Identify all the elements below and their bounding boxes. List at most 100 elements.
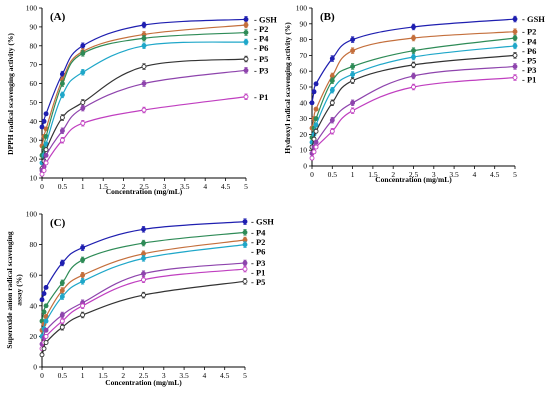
x-tick-label: 5 xyxy=(513,170,517,179)
y-tick-label: 80 xyxy=(30,240,38,249)
data-point xyxy=(243,16,249,22)
x-tick-label: 4.5 xyxy=(490,170,500,179)
y-axis-title: DPPH radical scavenging activity (%) xyxy=(6,33,15,155)
data-point xyxy=(43,111,49,117)
series-label: - P4 xyxy=(254,34,269,44)
data-point xyxy=(41,118,47,124)
y-tick-label: 20 xyxy=(30,155,38,164)
series-label: - P4 xyxy=(522,36,537,46)
panel-label: (A) xyxy=(50,11,66,23)
y-tick-label: 100 xyxy=(296,4,308,13)
x-tick-label: 2.5 xyxy=(139,371,149,380)
data-point xyxy=(411,54,416,60)
data-point xyxy=(313,81,319,87)
data-point xyxy=(59,92,65,98)
data-point xyxy=(329,56,335,62)
y-tick-label: 80 xyxy=(300,35,308,44)
x-tick-label: 1.5 xyxy=(99,182,109,191)
data-point xyxy=(242,260,248,266)
data-point xyxy=(512,16,518,22)
data-point xyxy=(242,242,248,248)
series-label: - P3 xyxy=(522,65,536,75)
series-p5: - P5 xyxy=(309,52,536,150)
x-axis-title: Concentration (mg/mL) xyxy=(106,187,183,196)
data-point xyxy=(243,67,249,73)
data-point xyxy=(411,48,416,54)
data-point xyxy=(512,29,518,35)
series-p3: - P3 xyxy=(39,65,268,173)
series-label: - P3 xyxy=(251,258,265,268)
y-tick-label: 30 xyxy=(300,114,308,123)
data-point xyxy=(59,324,65,330)
data-point xyxy=(411,84,416,90)
data-point xyxy=(80,272,86,278)
data-point xyxy=(39,171,45,177)
data-point xyxy=(411,62,416,68)
series-label: - P2 xyxy=(251,237,265,247)
y-tick-label: 0 xyxy=(33,363,37,372)
y-axis-title: Hydroxyl radical scavenging activity (%) xyxy=(283,22,292,154)
series-p3: - P3 xyxy=(309,63,536,156)
data-point xyxy=(59,128,65,134)
series-label: - P1 xyxy=(254,92,268,102)
x-tick-label: 3 xyxy=(162,371,166,380)
y-tick-label: 70 xyxy=(300,51,308,60)
data-point xyxy=(512,64,518,69)
x-tick-label: 4.5 xyxy=(220,371,230,380)
x-tick-label: 5 xyxy=(243,371,247,380)
data-point xyxy=(313,144,319,150)
data-point xyxy=(512,43,518,49)
series-line xyxy=(41,31,247,156)
series-label: - P5 xyxy=(522,56,536,66)
data-point xyxy=(80,278,86,284)
data-point xyxy=(80,245,86,251)
data-point xyxy=(141,22,147,28)
x-tick-label: 2 xyxy=(122,182,126,191)
series-p1: - P1 xyxy=(39,92,268,177)
data-point xyxy=(59,294,65,300)
data-point xyxy=(43,303,49,309)
data-point xyxy=(43,152,49,158)
x-tick-label: 3.5 xyxy=(449,170,459,179)
data-point xyxy=(141,240,146,246)
data-point xyxy=(311,89,317,95)
data-point xyxy=(43,333,49,339)
x-tick-label: 0.5 xyxy=(58,371,68,380)
x-tick-label: 1.5 xyxy=(98,371,108,380)
data-point xyxy=(141,64,147,70)
series-p6: - P6 xyxy=(39,241,265,339)
data-point xyxy=(80,312,86,318)
data-point xyxy=(39,124,45,130)
data-point xyxy=(243,30,249,36)
series-line xyxy=(311,45,516,143)
x-tick-label: 3 xyxy=(163,182,167,191)
x-tick-label: 4.5 xyxy=(221,182,231,191)
data-point xyxy=(329,128,335,134)
y-tick-label: 20 xyxy=(30,332,38,341)
data-point xyxy=(43,340,49,345)
data-point xyxy=(80,69,86,75)
data-point xyxy=(59,81,65,87)
data-point xyxy=(59,280,65,286)
y-tick-label: 60 xyxy=(300,67,308,76)
x-tick-label: 3.5 xyxy=(179,371,189,380)
data-point xyxy=(59,288,65,293)
data-point xyxy=(329,117,335,123)
y-tick-label: 40 xyxy=(30,117,38,126)
data-point xyxy=(80,257,86,263)
y-tick-label: 90 xyxy=(300,19,308,28)
series-line xyxy=(41,58,247,169)
data-point xyxy=(350,108,356,114)
data-point xyxy=(141,226,146,232)
data-point xyxy=(350,78,356,84)
data-point xyxy=(80,50,86,56)
x-tick-label: 0 xyxy=(310,170,314,179)
data-point xyxy=(141,107,147,113)
data-point xyxy=(41,309,47,315)
series-gsh: - GSH xyxy=(39,14,277,130)
y-tick-label: 30 xyxy=(30,136,38,145)
data-point xyxy=(80,120,86,126)
y-tick-label: 0 xyxy=(303,162,307,171)
y-tick-label: 40 xyxy=(30,301,38,310)
